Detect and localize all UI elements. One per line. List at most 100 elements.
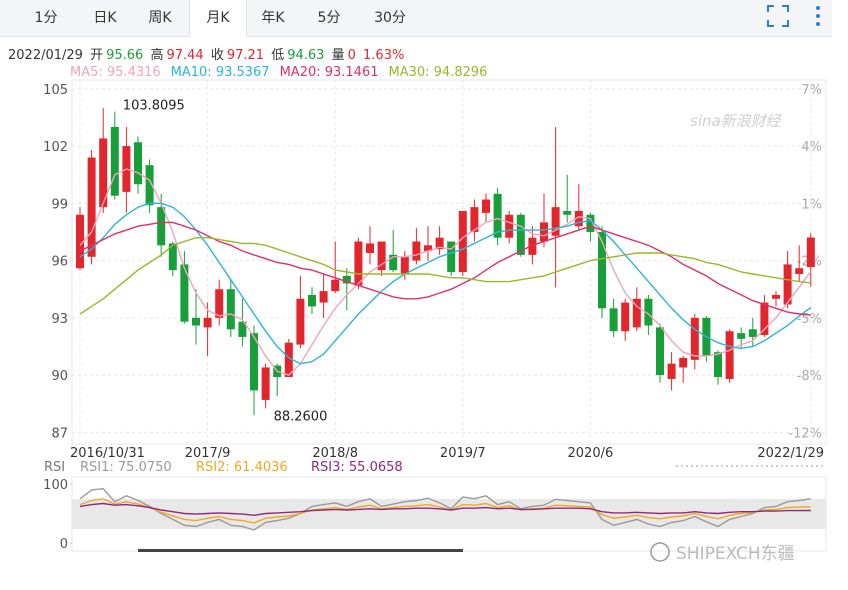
scroll-dot [821,465,823,467]
scroll-dot [731,465,733,467]
scroll-dot [711,465,713,467]
high-label: 高 [150,48,164,63]
tab[interactable]: 5分 [317,10,341,26]
tab[interactable]: 1分 [34,10,58,26]
scroll-dot [756,465,758,467]
candle-body [737,333,746,339]
plot-frame [71,79,827,445]
line [79,487,811,531]
candle-body [400,256,409,274]
x-tick-label: 2018/8 [312,446,358,461]
scroll-dot [806,465,808,467]
scroll-dot [706,465,708,467]
candle-body [795,268,804,274]
scroll-bar [138,549,463,552]
candle-body [644,298,653,326]
tab[interactable]: 日K [93,10,117,26]
watermark: sina新浪财经 [690,112,783,130]
candle-body [87,157,96,257]
candle-body [435,237,444,250]
candle-body [447,241,456,273]
candle-body [99,138,108,208]
scroll-dot [781,465,783,467]
candle-body [412,241,421,261]
candle-body [574,210,583,227]
scroll-dot [691,465,693,467]
y-tick-label: 96 [51,255,68,270]
candle-body [134,142,142,185]
candle-body [493,193,502,238]
candle-body [551,207,560,236]
candle-body [238,321,247,337]
scroll-dot [776,465,778,467]
candle-body [458,210,467,273]
legend-entry: RSI2: 61.4036 [196,460,288,475]
candle-body [667,363,676,379]
close-value: 97.21 [226,48,265,63]
candle-body [632,298,641,328]
open-value: 95.66 [106,48,144,63]
scroll-dot [771,465,773,467]
tab[interactable]: 周K [148,10,172,26]
candle-body [296,298,305,345]
candle-body [168,243,177,271]
candle-body [609,308,618,332]
y-tick-label: 105 [43,83,68,98]
scroll-dot [786,465,788,467]
scroll-dot [716,465,718,467]
y-tick-label: 0 [60,537,68,552]
scroll-dot [751,465,753,467]
legend-entry: RSI3: 55.0658 [311,460,403,475]
scroll-dot [801,465,803,467]
legend-entry: MA5: 95.4316 [70,65,161,80]
scroll-dot [721,465,723,467]
y-tick-label: 100 [43,478,68,493]
legend-entry: RSI1: 75.0750 [80,460,172,475]
open-label: 开 [90,48,104,63]
y-tick-label: 87 [51,426,68,441]
scroll-dot [766,465,768,467]
scroll-dot [696,465,698,467]
candle-body [76,214,84,269]
candle-body [563,210,572,215]
candle-body [157,207,166,246]
ma-legend: MA5: 95.4316 MA10: 93.5367 MA20: 93.1461 MA… [70,65,497,80]
candle-body [470,207,479,232]
y-tick-label: 102 [43,140,68,155]
scroll-dot [741,465,743,467]
candle-body [308,294,316,307]
scroll-dot [726,465,728,467]
change-value: 1.63% [363,48,405,63]
candle-body [226,289,235,330]
candle-body [192,317,200,326]
candle-body [725,331,734,379]
candle-body [389,254,398,271]
line [79,221,811,316]
y-tick-label: 93 [51,312,68,327]
volume-label: 量 [331,48,345,63]
line [79,237,811,315]
candle-body [528,237,537,255]
scroll-dot [701,465,703,467]
candle-body [354,241,363,286]
y2-tick-label: -12% [788,426,822,441]
y-tick-label: 99 [51,197,68,212]
tab[interactable]: 月K [189,0,247,37]
legend-entry: MA30: 94.8296 [388,65,488,80]
candle-body [180,264,189,322]
candle-body [772,294,780,299]
scroll-dot [746,465,748,467]
tab[interactable]: 年K [261,10,285,26]
candle-body [203,317,212,328]
candle-body [598,231,606,309]
tab[interactable]: 30分 [374,10,406,26]
high-value: 97.44 [166,48,204,63]
y2-tick-label: 7% [801,83,822,98]
scroll-dot [761,465,763,467]
scroll-dot [681,465,683,467]
scroll-dot [796,465,798,467]
candle-body [482,199,490,213]
y2-tick-label: 1% [801,197,822,212]
candle-body [783,264,792,305]
